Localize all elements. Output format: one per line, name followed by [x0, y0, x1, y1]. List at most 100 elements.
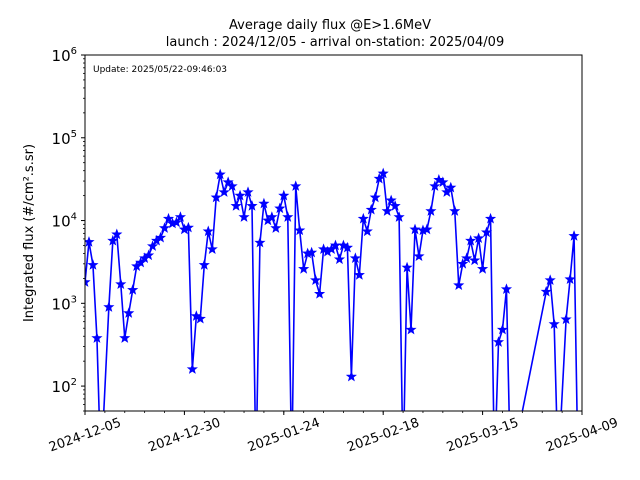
data-point	[107, 234, 119, 246]
data-point	[198, 259, 210, 270]
data-point	[405, 323, 417, 335]
data-point	[290, 180, 302, 191]
data-point	[421, 223, 433, 235]
data-point	[234, 189, 246, 201]
data-point	[496, 323, 509, 335]
data-point	[230, 200, 242, 211]
data-point	[548, 318, 560, 329]
data-point	[461, 252, 473, 264]
data-point	[274, 202, 286, 214]
data-point	[500, 283, 513, 294]
plot-background	[85, 55, 582, 411]
data-point	[258, 197, 270, 209]
data-point	[361, 225, 373, 237]
data-point	[353, 269, 365, 280]
data-point	[429, 180, 441, 191]
data-point	[103, 301, 115, 312]
data-point	[477, 263, 489, 274]
data-point	[85, 276, 91, 287]
x-tick-label: 2025-01-24	[246, 416, 322, 456]
chart-title: Average daily flux @E>1.6MeV	[229, 18, 431, 33]
data-point	[143, 249, 155, 261]
data-point	[115, 278, 127, 289]
data-point	[385, 194, 397, 206]
data-point	[170, 216, 183, 228]
data-point	[242, 186, 254, 197]
data-point	[310, 274, 322, 285]
data-point	[413, 250, 425, 262]
y-tick-label: 103	[52, 294, 77, 313]
data-point	[568, 230, 580, 241]
data-point	[174, 211, 186, 222]
x-tick-label: 2024-12-30	[147, 416, 223, 456]
data-point	[278, 189, 290, 201]
data-point	[540, 285, 552, 297]
data-point	[246, 200, 258, 211]
y-axis: 102 103 104 105 106	[52, 46, 85, 412]
y-tick-label: 104	[52, 212, 77, 231]
data-point	[282, 211, 294, 222]
data-point	[306, 246, 318, 258]
data-point	[127, 284, 139, 295]
x-axis: 2024-12-05 2024-12-30 2025-01-24 2025-02-18…	[47, 411, 620, 455]
data-point	[484, 212, 497, 224]
data-point	[453, 279, 465, 291]
data-point	[365, 203, 377, 215]
data-point	[445, 181, 457, 193]
data-point	[373, 172, 385, 184]
data-point	[564, 273, 576, 285]
data-point	[473, 232, 485, 244]
data-point	[111, 228, 123, 240]
data-point	[357, 212, 369, 224]
data-point	[469, 254, 481, 266]
data-point	[393, 211, 405, 222]
data-point	[481, 226, 493, 238]
data-point	[401, 261, 413, 273]
data-point	[254, 236, 266, 248]
data-point	[162, 212, 175, 224]
data-point	[349, 252, 361, 264]
data-point	[226, 180, 238, 191]
x-tick-label: 2024-12-05	[47, 416, 123, 456]
data-point	[210, 191, 222, 203]
data-point	[158, 222, 171, 233]
y-tick-label: 106	[52, 46, 77, 65]
data-point	[147, 240, 159, 251]
data-point	[123, 307, 135, 318]
data-point	[270, 222, 282, 233]
data-point	[214, 168, 226, 180]
x-tick-label: 2025-03-15	[445, 416, 521, 456]
data-point	[333, 253, 346, 265]
x-tick-label: 2025-02-18	[345, 416, 421, 456]
update-annotation: Update: 2025/05/22-09:46:03	[93, 65, 227, 75]
y-axis-label-text: Integrated flux (#/cm².s.sr)	[22, 144, 37, 322]
data-point	[377, 167, 389, 179]
data-point	[206, 243, 218, 254]
y-tick-label: 105	[52, 129, 77, 148]
data-point	[194, 312, 206, 324]
x-tick-label: 2025-04-09	[544, 416, 620, 456]
chart-subtitle: launch : 2024/12/05 - arrival on-station…	[166, 35, 504, 50]
data-point	[182, 221, 194, 233]
data-point	[91, 332, 103, 343]
data-point	[389, 200, 401, 211]
data-point	[186, 363, 198, 374]
data-point	[449, 205, 461, 216]
data-point	[135, 256, 147, 268]
data-point	[202, 225, 214, 237]
data-point	[218, 186, 230, 197]
data-point	[154, 231, 167, 243]
data-point	[238, 211, 250, 222]
plot-area	[84, 54, 583, 412]
data-point	[119, 332, 131, 343]
data-point	[437, 176, 449, 188]
data-point	[492, 336, 505, 347]
data-point	[425, 205, 437, 216]
data-point	[298, 263, 310, 274]
y-tick-label: 102	[52, 377, 77, 396]
data-point	[409, 223, 421, 235]
data-point	[294, 224, 306, 236]
data-point	[457, 257, 469, 269]
data-point	[314, 288, 326, 299]
